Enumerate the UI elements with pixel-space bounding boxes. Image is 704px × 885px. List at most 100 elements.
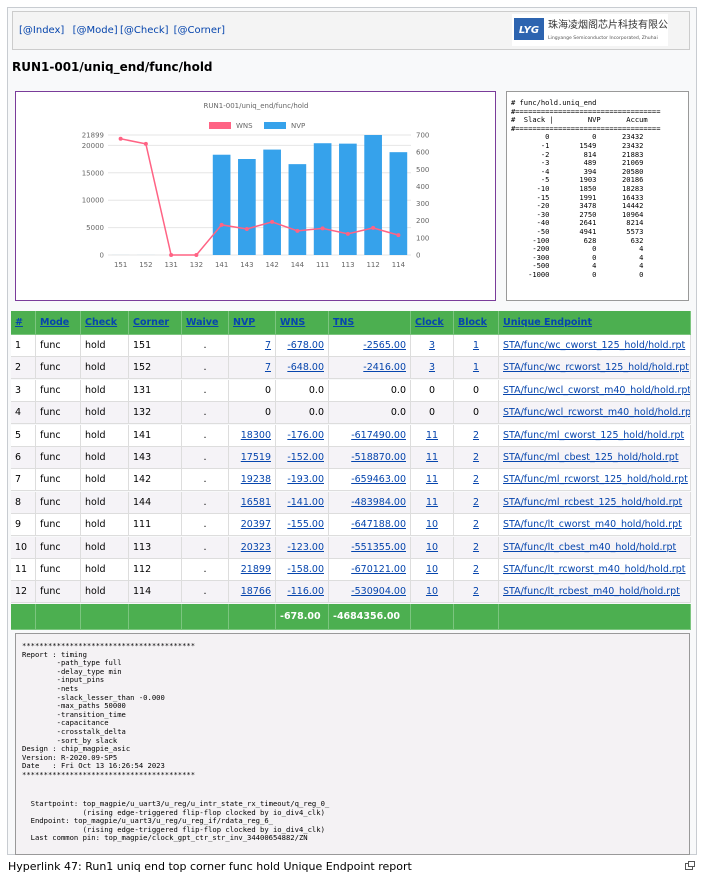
cell-link[interactable]: 19238: [229, 469, 276, 492]
y2-tick-label: 500: [416, 166, 429, 174]
cell-link[interactable]: -152.00: [276, 447, 329, 469]
nav-link[interactable]: [@Mode]: [72, 25, 118, 36]
cell-link[interactable]: -648.00: [276, 357, 329, 380]
cell-link[interactable]: 3: [411, 335, 454, 357]
cell-link[interactable]: -141.00: [276, 491, 329, 514]
x-tick-label: 132: [190, 261, 203, 269]
cell-link[interactable]: -155.00: [276, 514, 329, 537]
cell-link[interactable]: 2: [454, 469, 499, 492]
cell-link[interactable]: 11: [411, 447, 454, 469]
cell-link[interactable]: 2: [454, 536, 499, 559]
table-cell: 0: [411, 402, 454, 425]
table-cell: func: [36, 424, 81, 447]
cell-link[interactable]: -518870.00: [329, 447, 411, 469]
text-line: -path_type full: [22, 658, 122, 668]
text-line: -100 628 632: [511, 235, 644, 245]
cell-link[interactable]: -530904.00: [329, 581, 411, 604]
cell-link[interactable]: 7: [229, 357, 276, 380]
cell-link[interactable]: 11: [411, 469, 454, 492]
text-line: ****************************************: [22, 641, 196, 650]
nav-link[interactable]: [@Check]: [120, 25, 169, 36]
cell-link[interactable]: -670121.00: [329, 559, 411, 581]
cell-link[interactable]: 3: [411, 357, 454, 380]
cell-link[interactable]: -176.00: [276, 424, 329, 447]
cell-link[interactable]: 10: [411, 514, 454, 537]
cell-link[interactable]: -647188.00: [329, 514, 411, 537]
cell-link[interactable]: 10: [411, 581, 454, 604]
cell-link[interactable]: STA/func/wcl_cworst_m40_hold/hold.rpt: [499, 379, 691, 402]
cell-link[interactable]: STA/func/lt_rcworst_m40_hold/hold.rpt: [499, 559, 691, 581]
header-cell[interactable]: NVP: [229, 311, 276, 335]
text-line: ****************************************: [22, 769, 196, 779]
cell-link[interactable]: 18766: [229, 581, 276, 604]
total-empty: [499, 603, 691, 630]
cell-link[interactable]: 2: [454, 424, 499, 447]
cell-link[interactable]: STA/func/wc_rcworst_125_hold/hold.rpt: [499, 357, 691, 380]
cell-link[interactable]: STA/func/ml_rcbest_125_hold/hold.rpt: [499, 491, 691, 514]
cell-link[interactable]: -483984.00: [329, 491, 411, 514]
y2-tick-label: 600: [416, 149, 429, 157]
cell-link[interactable]: STA/func/wc_cworst_125_hold/hold.rpt: [499, 335, 691, 357]
cell-link[interactable]: 1: [454, 357, 499, 380]
cell-link[interactable]: 2: [454, 491, 499, 514]
text-line: #==================================: [511, 106, 661, 116]
header-cell[interactable]: Corner: [129, 311, 182, 335]
cell-link[interactable]: 2: [454, 514, 499, 537]
table-cell: func: [36, 536, 81, 559]
header-cell[interactable]: Waive: [182, 311, 229, 335]
cell-link[interactable]: 10: [411, 559, 454, 581]
header-cell[interactable]: Unique Endpoint: [499, 311, 691, 335]
cell-link[interactable]: 7: [229, 335, 276, 357]
table-cell: 12: [11, 581, 36, 604]
cell-link[interactable]: -123.00: [276, 536, 329, 559]
cell-link[interactable]: 2: [454, 581, 499, 604]
header-cell[interactable]: WNS: [276, 311, 329, 335]
text-line: -20 3478 14442: [511, 201, 644, 211]
cell-link[interactable]: STA/func/wcl_rcworst_m40_hold/hold.rpt: [499, 402, 691, 425]
cell-link[interactable]: STA/func/ml_rcworst_125_hold/hold.rpt: [499, 469, 691, 492]
cell-link[interactable]: 18300: [229, 424, 276, 447]
text-line: -1 1549 23432: [511, 140, 644, 150]
table-cell: 0: [229, 402, 276, 425]
header-cell[interactable]: Mode: [36, 311, 81, 335]
cell-link[interactable]: -678.00: [276, 335, 329, 357]
header-cell[interactable]: Check: [81, 311, 129, 335]
header-cell[interactable]: Block: [454, 311, 499, 335]
cell-link[interactable]: STA/func/lt_cbest_m40_hold/hold.rpt: [499, 536, 691, 559]
cell-link[interactable]: -2565.00: [329, 335, 411, 357]
header-cell[interactable]: #: [11, 311, 36, 335]
cell-link[interactable]: 11: [411, 424, 454, 447]
cell-link[interactable]: -2416.00: [329, 357, 411, 380]
cell-link[interactable]: 17519: [229, 447, 276, 469]
cell-link[interactable]: -158.00: [276, 559, 329, 581]
cell-link[interactable]: -617490.00: [329, 424, 411, 447]
cell-link[interactable]: STA/func/lt_rcbest_m40_hold/hold.rpt: [499, 581, 691, 604]
expand-icon[interactable]: [684, 860, 696, 872]
cell-link[interactable]: 20397: [229, 514, 276, 537]
text-line: -5 1903 20186: [511, 175, 644, 185]
cell-link[interactable]: STA/func/lt_cworst_m40_hold/hold.rpt: [499, 514, 691, 537]
cell-link[interactable]: 10: [411, 536, 454, 559]
cell-link[interactable]: 1: [454, 335, 499, 357]
text-line: -slack_lesser_than -0.000: [22, 692, 165, 702]
cell-link[interactable]: STA/func/ml_cbest_125_hold/hold.rpt: [499, 447, 691, 469]
chart-title: RUN1-001/uniq_end/func/hold: [204, 102, 309, 110]
text-line: -crosstalk_delta: [22, 726, 126, 736]
cell-link[interactable]: 20323: [229, 536, 276, 559]
cell-link[interactable]: STA/func/ml_cworst_125_hold/hold.rpt: [499, 424, 691, 447]
cell-link[interactable]: -193.00: [276, 469, 329, 492]
total-cell: -678.00: [276, 603, 329, 630]
cell-link[interactable]: -551355.00: [329, 536, 411, 559]
header-cell[interactable]: Clock: [411, 311, 454, 335]
cell-link[interactable]: 2: [454, 447, 499, 469]
cell-link[interactable]: 11: [411, 491, 454, 514]
nav-link[interactable]: [@Index]: [19, 25, 65, 36]
nav-link[interactable]: [@Corner]: [173, 25, 226, 36]
cell-link[interactable]: 16581: [229, 491, 276, 514]
cell-link[interactable]: 2: [454, 559, 499, 581]
table-cell: hold: [81, 379, 129, 402]
cell-link[interactable]: -116.00: [276, 581, 329, 604]
cell-link[interactable]: -659463.00: [329, 469, 411, 492]
cell-link[interactable]: 21899: [229, 559, 276, 581]
header-cell[interactable]: TNS: [329, 311, 411, 335]
